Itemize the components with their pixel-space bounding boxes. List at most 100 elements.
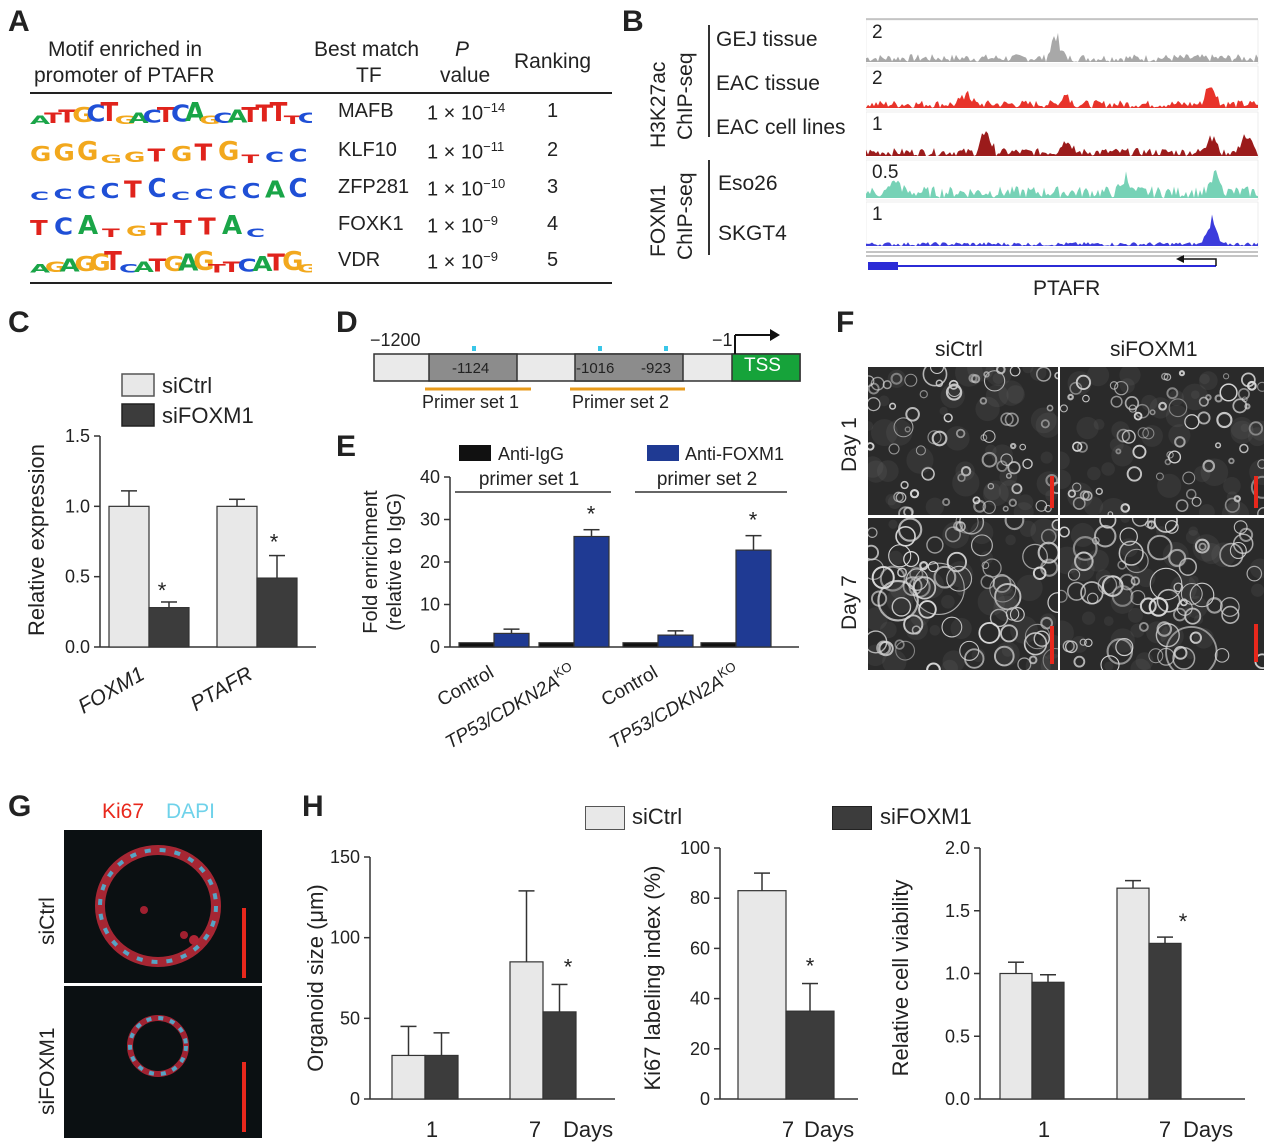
- organoid: [981, 451, 998, 468]
- chipseq-label-2: ChIP-seq: [674, 172, 697, 260]
- y-tick-label: 0.0: [65, 637, 90, 657]
- signal-track: [866, 170, 1258, 198]
- background-blur: [1185, 529, 1201, 545]
- organoid: [1220, 597, 1240, 617]
- organoid: [942, 498, 951, 507]
- background-blur: [1198, 504, 1215, 515]
- background-blur: [1076, 416, 1099, 440]
- organoid: [1009, 367, 1021, 377]
- organoid: [1060, 404, 1068, 413]
- background-blur: [1013, 502, 1034, 515]
- organoid: [1180, 583, 1203, 605]
- background-blur: [903, 566, 921, 584]
- gene-model-exon: [868, 262, 898, 270]
- f-row-day7: Day 7: [838, 575, 861, 630]
- p-exponent: −10: [483, 176, 506, 191]
- y-tick-label: 2.0: [945, 838, 970, 858]
- micrograph-sifoxm1-day7: [1060, 518, 1264, 670]
- organoid: [978, 621, 1001, 644]
- y-tick-label: 1.5: [945, 901, 970, 921]
- background-blur: [941, 594, 955, 609]
- organoid: [941, 616, 963, 638]
- y-tick-label: 0.5: [945, 1026, 970, 1046]
- signal-track: [866, 214, 1258, 246]
- background-blur: [1095, 569, 1112, 585]
- organoid: [1229, 541, 1247, 559]
- organoid: [1198, 542, 1207, 551]
- background-blur: [929, 625, 941, 636]
- organoid: [1137, 427, 1149, 439]
- background-blur: [1136, 568, 1156, 588]
- organoid: [1219, 542, 1244, 568]
- organoid: [1073, 655, 1086, 668]
- organoid: [935, 379, 944, 388]
- pos-end: −1: [712, 330, 733, 350]
- organoid: [1206, 597, 1223, 614]
- y-tick-label: 0: [350, 1089, 360, 1109]
- foxm1-chip-label: FOXM1: [647, 184, 670, 257]
- background-blur: [1070, 557, 1095, 582]
- organoid: [1148, 648, 1164, 664]
- organoid: [876, 640, 892, 656]
- organoid: [1126, 466, 1143, 482]
- organoid: [972, 496, 981, 505]
- organoid: [894, 639, 905, 650]
- y-tick-label: 1.5: [65, 426, 90, 446]
- background-blur: [955, 367, 983, 387]
- gene-direction-arrowhead: [1176, 255, 1184, 263]
- legend-foxm1: Anti-FOXM1: [685, 444, 784, 464]
- background-blur: [1119, 367, 1141, 386]
- organoid: [1100, 655, 1120, 670]
- y-axis-label: Ki67 labeling index (%): [640, 865, 665, 1090]
- y-axis-label: Organoid size (μm): [303, 884, 328, 1072]
- background-blur: [911, 563, 921, 573]
- organoid: [1189, 582, 1215, 608]
- background-blur: [1115, 584, 1125, 593]
- track-label-eac-tissue: EAC tissue: [716, 72, 820, 95]
- organoid: [908, 575, 931, 598]
- organoid: [1130, 576, 1141, 586]
- background-blur: [1200, 458, 1229, 487]
- background-blur: [1198, 371, 1218, 391]
- organoid: [1067, 489, 1077, 498]
- organoid: [1189, 631, 1202, 644]
- organoid: [1178, 370, 1186, 377]
- bar: [256, 577, 298, 648]
- organoid: [968, 373, 978, 383]
- background-blur: [1016, 574, 1043, 602]
- organoid: [1172, 646, 1196, 670]
- organoid: [1073, 551, 1094, 572]
- organoid: [1238, 527, 1254, 542]
- background-blur: [1070, 636, 1088, 653]
- x-label-ko-1: TP53/CDKN2AKO: [440, 659, 579, 754]
- background-blur: [1022, 367, 1034, 374]
- track-1: 2: [866, 65, 1259, 111]
- y-tick-label: 20: [420, 552, 440, 572]
- background-blur: [925, 497, 945, 515]
- background-blur: [1160, 624, 1184, 648]
- organoid: [904, 426, 911, 433]
- y-tick-label: 1.0: [945, 964, 970, 984]
- organoid: [1142, 427, 1155, 440]
- organoid: [983, 371, 990, 378]
- organoid: [957, 473, 966, 482]
- background-blur: [1199, 373, 1210, 385]
- organoid: [900, 480, 909, 490]
- tss-box: [731, 353, 801, 382]
- organoid: [1237, 387, 1250, 401]
- background-blur: [998, 380, 1024, 406]
- background-blur: [1188, 526, 1199, 536]
- organoid: [964, 648, 985, 669]
- organoid: [1022, 458, 1033, 470]
- organoid: [1239, 443, 1249, 454]
- y-tick-label: 40: [690, 989, 710, 1009]
- background-blur: [977, 588, 1006, 616]
- background-blur: [1001, 644, 1014, 657]
- x-label-days: Days: [563, 1117, 613, 1142]
- background-blur: [1060, 620, 1074, 646]
- x-label-day7: 7: [529, 1117, 541, 1142]
- organoid: [918, 600, 937, 619]
- track-scale: 2: [872, 22, 883, 43]
- background-blur: [1060, 451, 1070, 470]
